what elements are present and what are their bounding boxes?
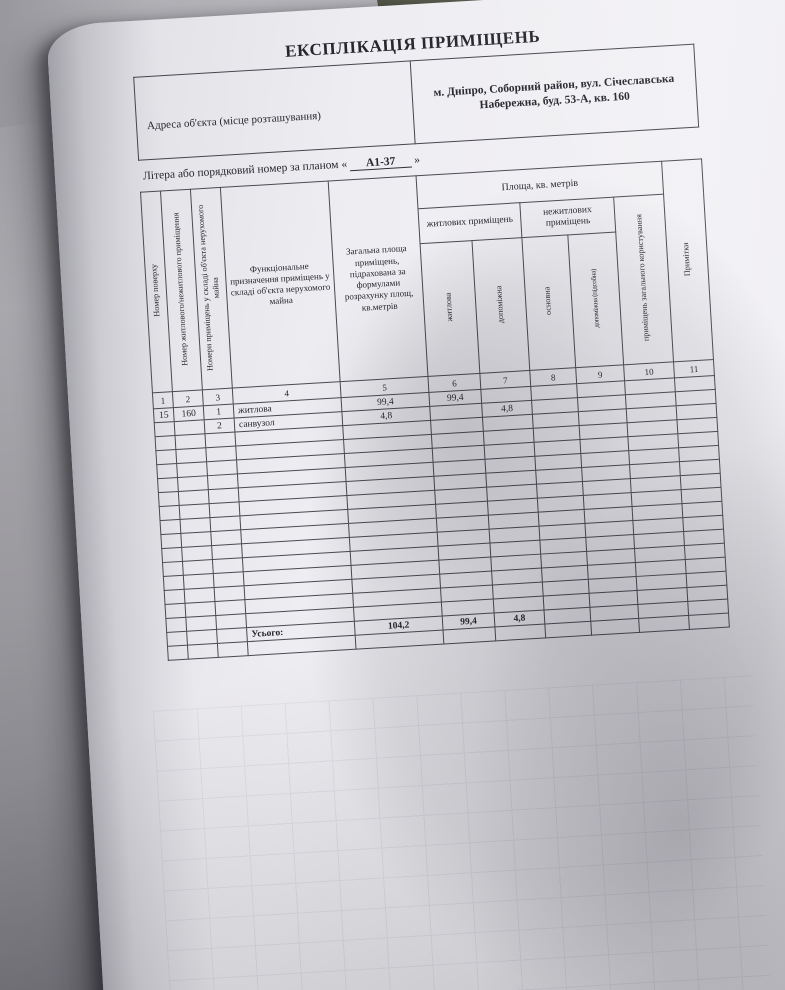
table-cell — [544, 621, 592, 638]
header-common: приміщень загального користування — [613, 194, 674, 365]
header-living-aux: допоміжна — [471, 237, 530, 374]
header-main: основна — [521, 234, 576, 371]
address-value: м. Дніпро, Соборний район, вул. Січеслав… — [409, 44, 699, 144]
table-cell — [165, 617, 187, 633]
table-cell — [160, 519, 181, 535]
table-cell — [217, 641, 249, 658]
sheet-content: ЕКСПЛІКАЦІЯ ПРИМІЩЕНЬ Адреса об'єкта (мі… — [132, 18, 730, 661]
table-cell — [164, 589, 185, 605]
table-cell — [161, 547, 183, 563]
header-total-area: Загальна площа приміщень, підрахована за… — [328, 175, 428, 382]
header-nonliving-group: нежитлових приміщень — [519, 197, 616, 238]
table-cell — [688, 613, 730, 630]
col-num: 1 — [152, 391, 174, 409]
address-label: Адреса об'єкта (місце розташування) — [133, 60, 415, 161]
header-living: житлова — [420, 240, 480, 377]
table-cell: 15 — [153, 407, 175, 423]
col-num: 3 — [202, 388, 234, 406]
table-cell — [155, 435, 176, 451]
table-cell — [494, 623, 546, 641]
table-cell — [166, 631, 188, 647]
table-cell — [157, 477, 179, 493]
plan-line-prefix: Літера або порядковий номер за планом « — [142, 158, 348, 183]
plan-number-value: А1-37 — [349, 154, 412, 172]
table-cell — [187, 643, 219, 660]
table-cell — [638, 615, 690, 633]
document-page: ЕКСПЛІКАЦІЯ ПРИМІЩЕНЬ Адреса об'єкта (мі… — [46, 0, 785, 990]
header-purpose: Функціональне призначення приміщень у ск… — [220, 181, 341, 389]
table-cell — [154, 421, 176, 437]
table-cell — [443, 626, 496, 644]
col-num: 2 — [172, 389, 204, 408]
table-cell — [167, 645, 189, 661]
table-cell — [590, 618, 640, 636]
bleed-through-grid — [152, 675, 772, 990]
explication-table-body: 15 160 1 житлова 99,4 99,4 2 санвузол 4,8 4,8 Усьо… — [153, 375, 730, 661]
explication-table: Номер поверху Номер житлового/нежитловог… — [140, 158, 730, 661]
table-cell — [163, 575, 185, 591]
plan-line-suffix: » — [413, 154, 421, 167]
header-main-aux: допоміжна (підсобна) — [567, 232, 624, 368]
table-cell — [159, 505, 180, 521]
table-cell — [162, 561, 184, 577]
table-cell — [160, 533, 182, 549]
table-cell — [158, 491, 180, 507]
table-cell — [155, 449, 177, 465]
table-cell — [165, 603, 186, 619]
table-cell — [156, 463, 178, 479]
